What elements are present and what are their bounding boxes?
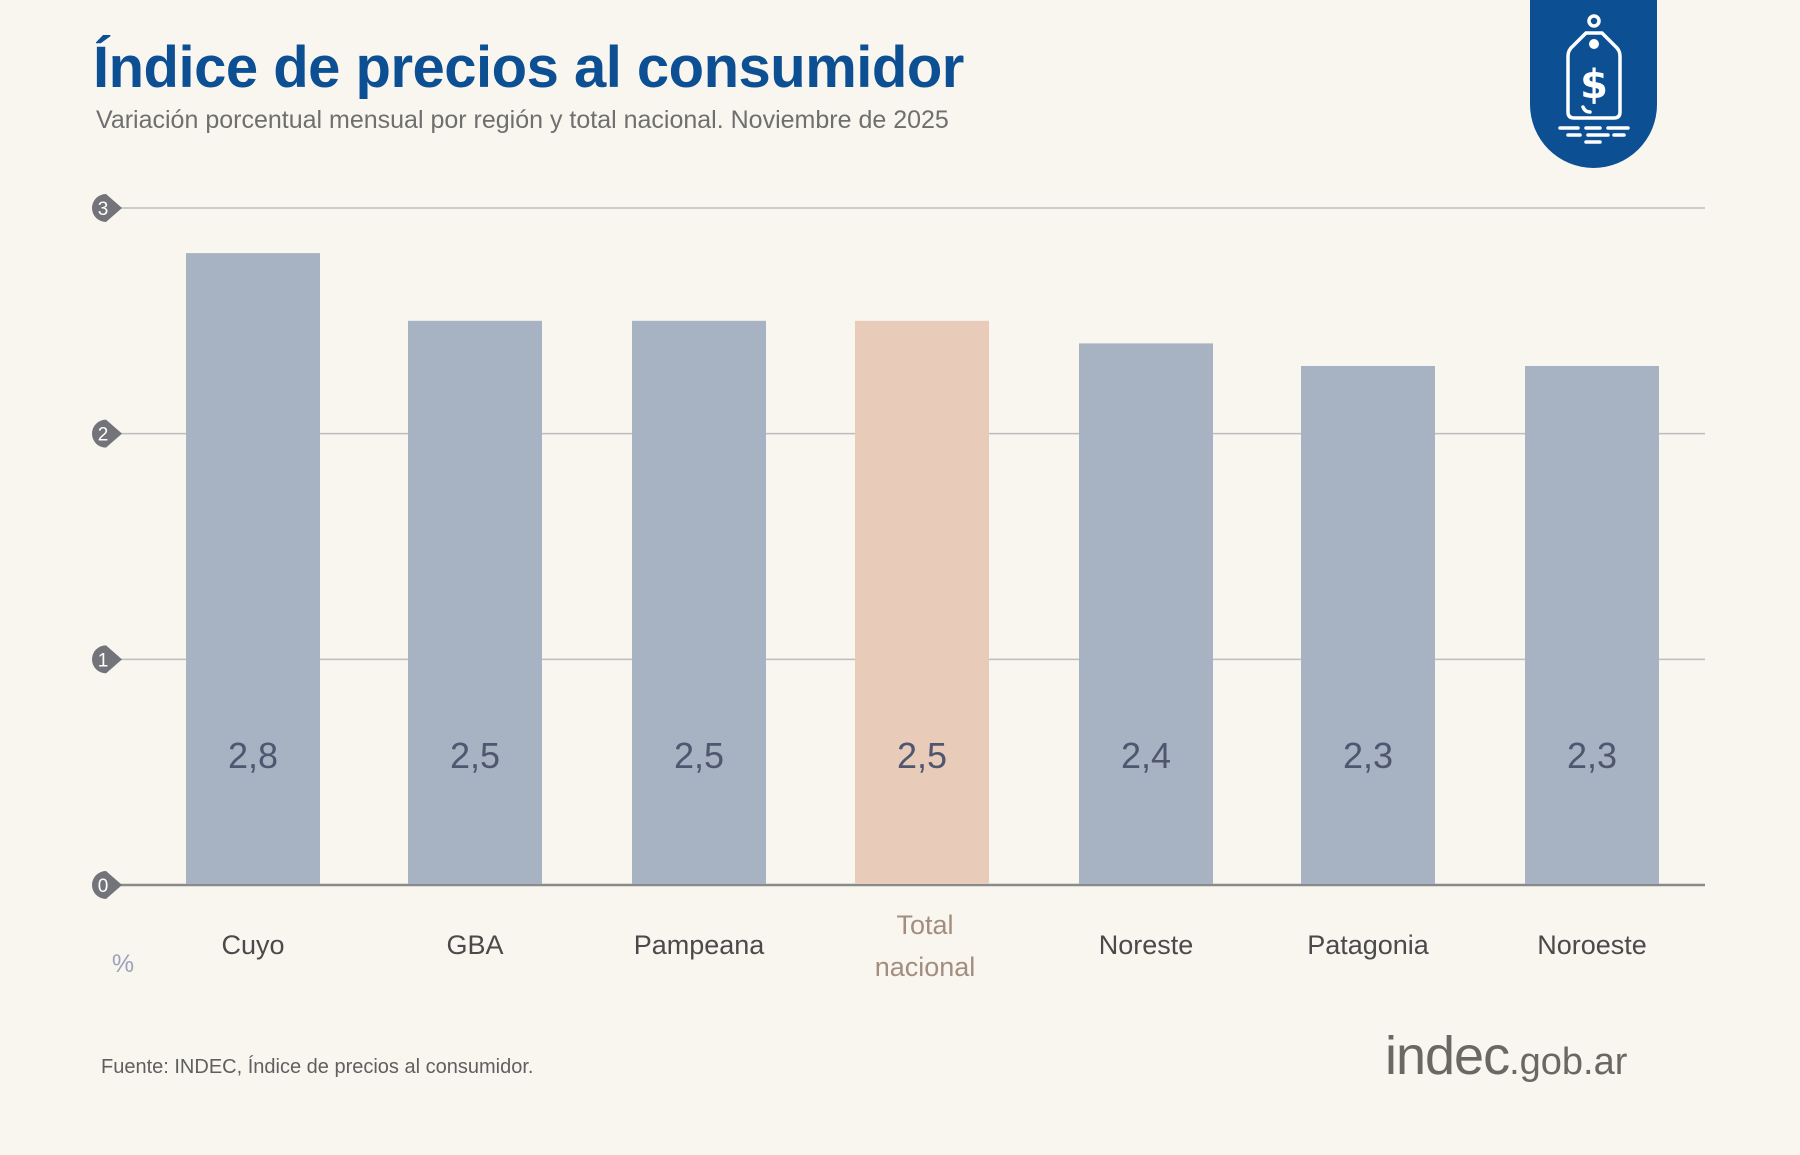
data-label: 2,8 bbox=[228, 735, 278, 776]
data-label: 2,5 bbox=[450, 735, 500, 776]
category-label: Total bbox=[896, 910, 953, 940]
source-note: Fuente: INDEC, Índice de precios al cons… bbox=[101, 1056, 534, 1078]
category-label: GBA bbox=[446, 930, 503, 960]
category-label: nacional bbox=[875, 952, 976, 982]
y-tick-label: 1 bbox=[98, 650, 109, 671]
price-tag-dollar-icon: $ bbox=[1530, 0, 1657, 168]
svg-text:$: $ bbox=[1580, 62, 1608, 108]
data-label: 2,5 bbox=[897, 735, 947, 776]
bar-noroeste bbox=[1525, 365, 1659, 884]
data-label: 2,3 bbox=[1567, 735, 1617, 776]
bar-cuyo bbox=[186, 253, 320, 885]
data-label: 2,3 bbox=[1343, 735, 1393, 776]
chart-subtitle: Variación porcentual mensual por región … bbox=[96, 106, 949, 134]
y-tick-label: 2 bbox=[98, 425, 109, 446]
y-tick-marker bbox=[92, 871, 122, 899]
y-axis-unit: % bbox=[112, 950, 134, 978]
y-tick-marker bbox=[92, 645, 122, 674]
bar-noreste bbox=[1079, 343, 1213, 884]
category-label: Cuyo bbox=[221, 930, 284, 960]
category-label: Patagonia bbox=[1307, 930, 1430, 960]
brand-main: indec bbox=[1385, 1026, 1510, 1086]
category-label: Pampeana bbox=[634, 930, 766, 960]
data-label: 2,5 bbox=[674, 735, 724, 776]
chart-title: Índice de precios al consumidor bbox=[93, 35, 964, 100]
category-label: Noroeste bbox=[1537, 930, 1647, 960]
bar-total-nacional bbox=[855, 320, 989, 884]
bar-gba bbox=[408, 320, 542, 884]
y-tick-marker bbox=[92, 194, 122, 222]
y-tick-marker bbox=[92, 419, 122, 448]
indec-logo: indec.gob.ar bbox=[1385, 1025, 1627, 1087]
category-label: Noreste bbox=[1099, 930, 1194, 960]
bar-patagonia bbox=[1301, 365, 1435, 884]
y-tick-label: 3 bbox=[98, 199, 109, 220]
brand-domain: .gob.ar bbox=[1509, 1041, 1628, 1083]
bar-pampeana bbox=[632, 320, 766, 884]
y-tick-label: 0 bbox=[98, 876, 109, 897]
data-label: 2,4 bbox=[1121, 735, 1171, 776]
